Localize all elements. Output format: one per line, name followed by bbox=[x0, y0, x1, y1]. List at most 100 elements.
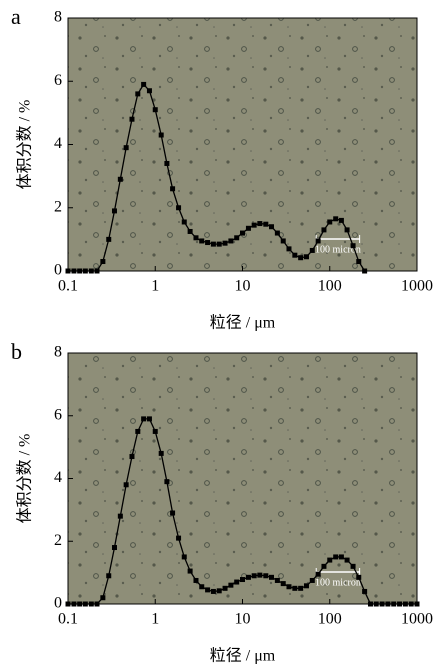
data-marker bbox=[135, 91, 141, 97]
y-tick-label: 8 bbox=[54, 9, 62, 26]
data-marker bbox=[315, 571, 321, 577]
data-marker bbox=[146, 416, 152, 422]
data-marker bbox=[292, 252, 298, 258]
data-marker bbox=[111, 545, 117, 551]
y-axis-label: 体积分数 / % bbox=[16, 100, 34, 190]
data-marker bbox=[129, 116, 135, 122]
data-marker bbox=[181, 554, 187, 560]
x-axis-label: 粒径 / μm bbox=[210, 647, 276, 665]
data-marker bbox=[315, 238, 321, 244]
data-marker bbox=[344, 557, 350, 563]
x-tick-label: 1000 bbox=[401, 278, 433, 295]
data-marker bbox=[263, 221, 269, 227]
data-marker bbox=[106, 236, 112, 242]
chart-panel: 100 micron 0 2 4 6 8 0.1 1 10 100 1000 粒径 / μm 体积分数 … bbox=[11, 4, 433, 332]
x-tick-label: 0.1 bbox=[58, 278, 78, 295]
data-marker bbox=[338, 217, 344, 223]
data-marker bbox=[234, 579, 240, 585]
data-marker bbox=[356, 259, 362, 265]
data-marker bbox=[158, 132, 164, 138]
data-marker bbox=[164, 160, 170, 166]
y-tick-label: 0 bbox=[54, 262, 62, 279]
data-marker bbox=[286, 584, 292, 590]
data-marker bbox=[333, 554, 339, 560]
data-marker bbox=[117, 513, 123, 519]
data-marker bbox=[350, 563, 356, 569]
data-marker bbox=[141, 81, 147, 87]
data-marker bbox=[111, 208, 117, 214]
data-marker bbox=[216, 241, 222, 247]
data-marker bbox=[100, 595, 106, 601]
data-marker bbox=[298, 255, 304, 261]
data-marker bbox=[321, 227, 327, 233]
data-marker bbox=[338, 554, 344, 560]
data-marker bbox=[356, 574, 362, 580]
x-tick-label: 0.1 bbox=[58, 611, 78, 628]
data-marker bbox=[292, 585, 298, 591]
data-marker bbox=[257, 572, 263, 578]
x-tick-label: 100 bbox=[318, 611, 342, 628]
data-marker bbox=[222, 585, 228, 591]
scale-bar-label: 100 micron bbox=[315, 577, 361, 588]
x-tick-label: 100 bbox=[318, 278, 342, 295]
data-marker bbox=[251, 222, 257, 228]
data-marker bbox=[199, 238, 205, 244]
data-marker bbox=[181, 219, 187, 225]
data-marker bbox=[216, 588, 222, 594]
data-marker bbox=[176, 205, 182, 211]
data-marker bbox=[152, 428, 158, 434]
data-marker bbox=[245, 225, 251, 231]
data-marker bbox=[228, 582, 234, 588]
data-marker bbox=[176, 535, 182, 541]
y-tick-label: 8 bbox=[54, 344, 62, 361]
panel-label: a bbox=[11, 4, 21, 29]
data-marker bbox=[240, 230, 245, 236]
data-marker bbox=[117, 176, 123, 182]
data-marker bbox=[298, 585, 304, 591]
data-marker bbox=[158, 450, 164, 456]
data-marker bbox=[187, 568, 193, 574]
data-marker bbox=[350, 243, 356, 249]
data-marker bbox=[269, 224, 275, 230]
data-marker bbox=[170, 186, 176, 192]
data-marker bbox=[257, 221, 263, 227]
micrograph-background bbox=[68, 353, 417, 604]
y-axis-label: 体积分数 / % bbox=[16, 434, 34, 524]
data-marker bbox=[286, 246, 292, 252]
data-marker bbox=[106, 573, 112, 579]
y-tick-label: 2 bbox=[54, 198, 62, 215]
data-marker bbox=[123, 482, 129, 488]
data-marker bbox=[100, 259, 106, 265]
data-marker bbox=[303, 583, 309, 589]
chart-panel: 100 micron 0 2 4 6 8 0.1 1 10 100 1000 粒径 / μm 体积分数 … bbox=[11, 339, 433, 665]
data-marker bbox=[344, 227, 350, 233]
data-marker bbox=[205, 240, 211, 246]
panel-label: b bbox=[11, 339, 22, 364]
y-tick-label: 4 bbox=[54, 469, 62, 486]
scale-bar-label: 100 micron bbox=[315, 244, 361, 255]
data-marker bbox=[129, 454, 135, 460]
data-marker bbox=[187, 228, 193, 234]
data-marker bbox=[193, 577, 199, 583]
x-tick-label: 1 bbox=[151, 278, 159, 295]
y-tick-label: 6 bbox=[54, 406, 62, 423]
data-marker bbox=[333, 216, 339, 222]
data-marker bbox=[205, 587, 211, 593]
data-marker bbox=[274, 577, 280, 583]
data-marker bbox=[280, 581, 286, 587]
data-marker bbox=[240, 577, 245, 583]
data-marker bbox=[263, 573, 269, 579]
data-marker bbox=[135, 428, 141, 434]
data-marker bbox=[309, 247, 315, 253]
data-marker bbox=[309, 577, 315, 583]
x-axis-label: 粒径 / μm bbox=[210, 314, 276, 332]
data-marker bbox=[210, 241, 216, 247]
data-marker bbox=[321, 563, 327, 569]
data-marker bbox=[245, 574, 251, 580]
data-marker bbox=[123, 145, 129, 151]
data-marker bbox=[164, 479, 170, 485]
data-marker bbox=[228, 238, 234, 244]
data-marker bbox=[141, 416, 147, 422]
data-marker bbox=[152, 107, 158, 113]
